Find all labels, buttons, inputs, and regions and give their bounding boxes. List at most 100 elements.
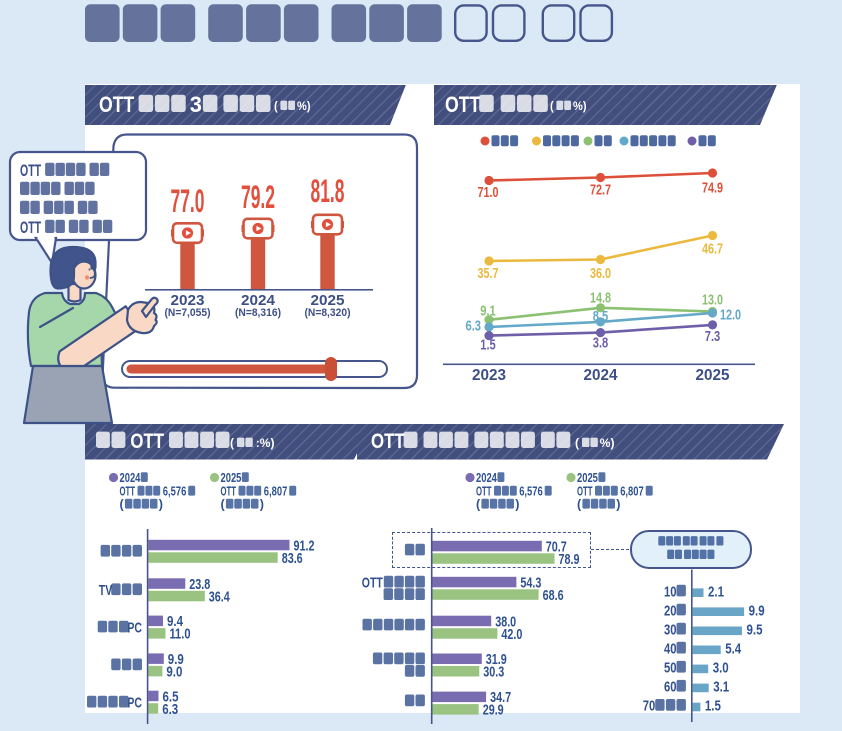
svg-text:OTT: OTT	[371, 430, 405, 453]
svg-text:9.9: 9.9	[168, 651, 184, 668]
svg-text:(: (	[575, 436, 579, 450]
svg-text:9.9: 9.9	[749, 602, 765, 619]
svg-text:(N=8,320): (N=8,320)	[305, 307, 351, 319]
svg-text:83.6: 83.6	[282, 550, 303, 567]
svg-text:2023: 2023	[472, 367, 506, 384]
svg-text:6.5: 6.5	[163, 688, 179, 705]
svg-text:71.0: 71.0	[478, 184, 499, 201]
svg-text:9.4: 9.4	[167, 613, 183, 630]
svg-text:%): %)	[573, 99, 587, 113]
svg-text:3.0: 3.0	[713, 660, 729, 677]
svg-text:30: 30	[664, 622, 677, 639]
svg-text:OTT: OTT	[362, 575, 383, 592]
svg-text:OTT: OTT	[120, 485, 136, 499]
svg-text:6,807: 6,807	[620, 485, 644, 499]
svg-text:3.8: 3.8	[593, 335, 609, 352]
svg-text:9.0: 9.0	[166, 664, 182, 681]
svg-text:12.0: 12.0	[720, 307, 741, 324]
svg-text:20: 20	[664, 602, 677, 619]
svg-text:23.8: 23.8	[189, 576, 210, 593]
svg-text:29.9: 29.9	[483, 702, 504, 719]
svg-text:2025: 2025	[577, 471, 598, 485]
svg-text:PC: PC	[127, 619, 142, 636]
svg-text:13.0: 13.0	[702, 292, 723, 309]
svg-text:36.0: 36.0	[590, 265, 611, 282]
svg-text:): )	[616, 498, 620, 512]
svg-text:(N=8,316): (N=8,316)	[235, 307, 281, 319]
svg-text:11.0: 11.0	[170, 626, 191, 643]
svg-text:(: (	[274, 99, 278, 113]
svg-text:OTT: OTT	[476, 485, 492, 499]
svg-text:10: 10	[664, 583, 677, 600]
svg-text:): )	[159, 498, 163, 512]
svg-text:(: (	[577, 498, 582, 512]
svg-text:9.1: 9.1	[480, 302, 496, 319]
svg-text:40: 40	[664, 641, 677, 658]
svg-text:42.0: 42.0	[501, 626, 522, 643]
svg-text:2024: 2024	[476, 471, 497, 485]
svg-text:(N=7,055): (N=7,055)	[165, 307, 211, 319]
svg-text:74.9: 74.9	[702, 180, 723, 197]
svg-text:OTT: OTT	[221, 485, 237, 499]
svg-text:70: 70	[643, 698, 656, 715]
svg-text:OTT: OTT	[130, 430, 164, 453]
svg-text:60: 60	[664, 679, 677, 696]
svg-text:OTT: OTT	[445, 92, 481, 117]
svg-text:36.4: 36.4	[209, 588, 230, 605]
svg-text:77.0: 77.0	[171, 183, 205, 219]
svg-text:OTT: OTT	[20, 218, 41, 237]
svg-text:7.3: 7.3	[705, 328, 721, 345]
svg-text:3.1: 3.1	[713, 679, 729, 696]
svg-text:OTT: OTT	[577, 485, 593, 499]
svg-text:9.5: 9.5	[747, 622, 763, 639]
svg-text:91.2: 91.2	[294, 537, 315, 554]
svg-text:(: (	[230, 436, 234, 450]
svg-text:6.3: 6.3	[466, 318, 482, 335]
svg-text:5.4: 5.4	[725, 641, 741, 658]
svg-text:34.7: 34.7	[490, 689, 511, 706]
svg-text:78.9: 78.9	[559, 551, 580, 568]
svg-text:54.3: 54.3	[520, 574, 541, 591]
svg-text:1.5: 1.5	[480, 337, 496, 354]
svg-text:14.8: 14.8	[590, 290, 611, 307]
svg-text:6.3: 6.3	[162, 701, 178, 718]
svg-text:): )	[260, 498, 264, 512]
svg-text:OTT: OTT	[99, 92, 135, 117]
svg-text:38.0: 38.0	[495, 613, 516, 630]
svg-text:6,576: 6,576	[519, 485, 543, 499]
svg-text:31.9: 31.9	[486, 651, 507, 668]
svg-text:(: (	[476, 498, 481, 512]
svg-text:(: (	[221, 498, 226, 512]
svg-text:2.1: 2.1	[708, 583, 724, 600]
svg-text:2024: 2024	[120, 471, 141, 485]
svg-text:8.5: 8.5	[593, 308, 609, 325]
svg-text:72.7: 72.7	[590, 182, 611, 199]
svg-text:3: 3	[190, 92, 202, 117]
svg-text:70.7: 70.7	[546, 538, 567, 555]
svg-text:30.3: 30.3	[483, 664, 504, 681]
svg-text:(: (	[550, 99, 554, 113]
svg-text:50: 50	[664, 660, 677, 677]
svg-text:OTT: OTT	[20, 161, 41, 180]
svg-text:79.2: 79.2	[241, 179, 275, 215]
svg-text:2025: 2025	[221, 471, 242, 485]
svg-text:PC: PC	[127, 695, 142, 712]
svg-text:TV: TV	[99, 582, 112, 599]
svg-text:%): %)	[600, 436, 615, 450]
svg-text:(: (	[120, 498, 125, 512]
svg-text:2025: 2025	[311, 292, 345, 309]
svg-text:%): %)	[297, 99, 311, 113]
svg-text:81.8: 81.8	[311, 173, 345, 209]
svg-text:2024: 2024	[241, 292, 276, 309]
svg-text:2025: 2025	[696, 367, 730, 384]
svg-text:2024: 2024	[584, 367, 618, 384]
svg-text:1.5: 1.5	[705, 698, 721, 715]
svg-text:): )	[515, 498, 519, 512]
svg-text::%): :%)	[256, 436, 275, 450]
svg-text:6,807: 6,807	[264, 485, 288, 499]
svg-text:46.7: 46.7	[702, 241, 723, 258]
svg-text:35.7: 35.7	[478, 265, 499, 282]
svg-text:6,576: 6,576	[163, 485, 187, 499]
svg-text:2023: 2023	[171, 292, 205, 309]
svg-text:68.6: 68.6	[543, 587, 564, 604]
